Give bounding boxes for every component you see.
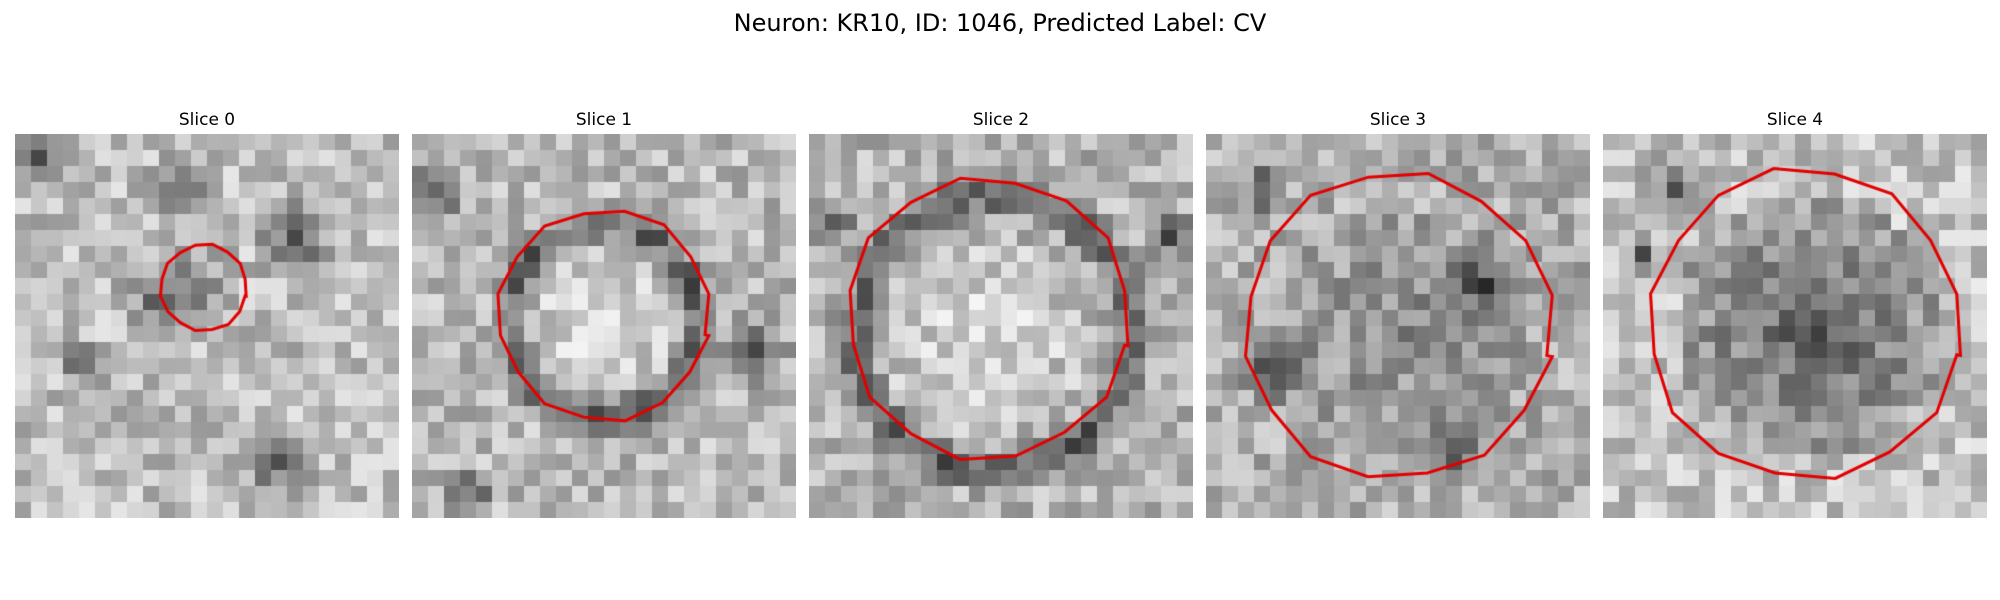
slice-title: Slice 3 (1369, 110, 1427, 130)
figure-title: Neuron: KR10, ID: 1046, Predicted Label:… (733, 9, 1267, 37)
slice-image (412, 134, 796, 518)
slice-image (1603, 134, 1987, 518)
slice-image (15, 134, 399, 518)
slice-title: Slice 2 (972, 110, 1030, 130)
slice-panel-2: Slice 2 (809, 106, 1193, 518)
slice-title: Slice 1 (575, 110, 633, 130)
slice-panel-0: Slice 0 (15, 106, 399, 518)
slice-panel-1: Slice 1 (412, 106, 796, 518)
slice-image (809, 134, 1193, 518)
slice-panel-3: Slice 3 (1206, 106, 1590, 518)
slice-panel-4: Slice 4 (1603, 106, 1987, 518)
slice-title: Slice 0 (178, 110, 236, 130)
slice-image (1206, 134, 1590, 518)
slice-title: Slice 4 (1766, 110, 1824, 130)
